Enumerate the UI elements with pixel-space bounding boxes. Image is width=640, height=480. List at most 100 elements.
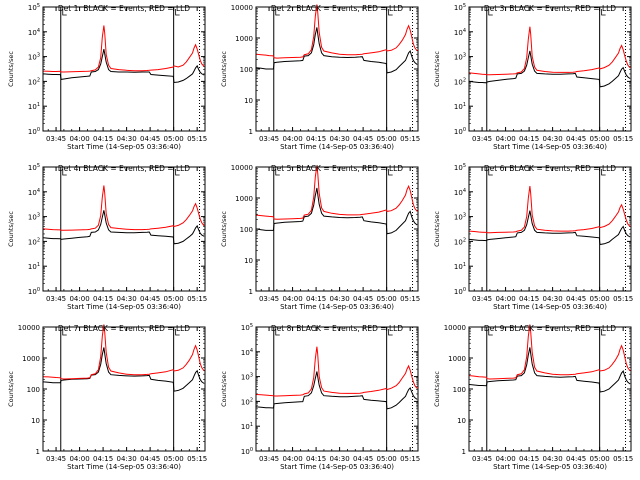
series-line-lld: [43, 324, 205, 380]
y-tick-label: 10000: [444, 324, 466, 332]
x-tick-label: 04:00: [495, 135, 515, 143]
x-tick-label: 04:30: [330, 455, 350, 463]
x-tick-label: 05:00: [164, 455, 184, 463]
x-tick-label: 05:00: [590, 295, 610, 303]
x-tick-label: 04:00: [495, 455, 515, 463]
y-tick-label: 102: [454, 237, 466, 246]
y-tick-label: 10: [457, 417, 466, 425]
x-tick-label: 04:30: [330, 135, 350, 143]
marker-flag-icon: [601, 169, 606, 176]
x-tick-label: 04:45: [566, 295, 586, 303]
x-tick-label: 04:45: [353, 135, 373, 143]
panel-title: Det 9: BLACK = Events, RED = LLD: [484, 324, 616, 333]
x-tick-label: 04:00: [282, 455, 302, 463]
y-tick-label: 104: [241, 348, 253, 357]
marker-flag-icon: [488, 329, 493, 336]
plot-frame: [255, 166, 419, 292]
series-line-lld: [256, 165, 418, 220]
y-axis-label: Counts/sec: [220, 371, 228, 407]
plot-frame: [468, 326, 632, 452]
series-line-lld: [469, 26, 631, 76]
x-tick-label: 05:15: [613, 455, 633, 463]
x-tick-label: 04:30: [543, 135, 563, 143]
marker-flag-icon: [275, 329, 280, 336]
x-tick-label: 05:15: [613, 295, 633, 303]
chart-panel-det-9: 03:45 04:00 04:15 04:30 04:45 05:00 05:15 1 10 10…: [433, 324, 633, 471]
x-tick-label: 04:15: [306, 295, 326, 303]
x-tick-label: 04:00: [69, 135, 89, 143]
x-tick-label: 04:00: [495, 295, 515, 303]
y-tick-label: 1000: [235, 35, 253, 43]
marker-flag-icon: [175, 329, 180, 336]
panel-title: Det 1: BLACK = Events, RED = LLD: [58, 4, 190, 13]
y-tick-label: 102: [28, 77, 40, 86]
panel-title: Det 3: BLACK = Events, RED = LLD: [484, 4, 616, 13]
marker-flag-icon: [601, 9, 606, 16]
y-tick-label: 1: [249, 288, 253, 296]
x-tick-label: 04:45: [353, 455, 373, 463]
x-tick-label: 04:30: [117, 295, 137, 303]
y-tick-label: 105: [241, 323, 253, 332]
x-tick-label: 03:45: [259, 295, 279, 303]
marker-flag-icon: [488, 9, 493, 16]
marker-flag-icon: [388, 9, 393, 16]
x-tick-label: 04:00: [282, 295, 302, 303]
y-tick-label: 10000: [18, 324, 40, 332]
y-tick-label: 103: [454, 213, 466, 222]
marker-flag-icon: [601, 329, 606, 336]
y-tick-label: 103: [454, 53, 466, 62]
y-axis-label: Counts/sec: [433, 51, 441, 87]
x-tick-label: 05:15: [400, 135, 420, 143]
x-tick-label: 04:15: [519, 295, 539, 303]
marker-flag-icon: [388, 329, 393, 336]
x-tick-label: 04:45: [353, 295, 373, 303]
x-tick-label: 05:15: [400, 295, 420, 303]
plot-frame: [468, 166, 632, 292]
x-tick-label: 04:30: [117, 455, 137, 463]
x-axis-label: Start Time (14-Sep-05 03:36:40): [493, 143, 607, 151]
y-tick-label: 103: [28, 53, 40, 62]
x-tick-label: 03:45: [46, 455, 66, 463]
x-tick-label: 04:30: [543, 295, 563, 303]
y-tick-label: 101: [454, 102, 466, 111]
x-tick-label: 04:30: [330, 295, 350, 303]
x-tick-label: 04:45: [566, 455, 586, 463]
y-tick-label: 1: [249, 128, 253, 136]
y-tick-label: 100: [28, 127, 40, 136]
x-tick-label: 03:45: [259, 455, 279, 463]
x-tick-label: 05:15: [613, 135, 633, 143]
x-tick-label: 05:15: [187, 295, 207, 303]
panel-title: Det 8: BLACK = Events, RED = LLD: [271, 324, 403, 333]
x-tick-label: 04:15: [93, 295, 113, 303]
y-tick-label: 102: [241, 397, 253, 406]
y-tick-label: 1000: [22, 355, 40, 363]
plot-frame: [255, 326, 419, 452]
x-axis-label: Start Time (14-Sep-05 03:36:40): [67, 303, 181, 311]
y-tick-label: 101: [28, 262, 40, 271]
x-tick-label: 03:45: [472, 455, 492, 463]
y-axis-label: Counts/sec: [220, 51, 228, 87]
plot-frame: [42, 6, 206, 132]
series-line-lld: [43, 185, 205, 231]
marker-flag-icon: [175, 169, 180, 176]
x-tick-label: 05:00: [377, 295, 397, 303]
chart-panel-det-6: 03:45 04:00 04:15 04:30 04:45 05:00 05:15 100 10…: [433, 163, 633, 311]
x-tick-label: 04:15: [519, 455, 539, 463]
panel-title: Det 7: BLACK = Events, RED = LLD: [58, 324, 190, 333]
y-tick-label: 103: [241, 373, 253, 382]
x-tick-label: 03:45: [46, 295, 66, 303]
plot-frame: [255, 6, 419, 132]
panel-title: Det 4: BLACK = Events, RED = LLD: [58, 164, 190, 173]
y-tick-label: 101: [241, 422, 253, 431]
series-line-lld: [256, 346, 418, 397]
series-line-lld: [43, 25, 205, 73]
chart-panel-det-1: 03:45 04:00 04:15 04:30 04:45 05:00 05:15 100 10…: [7, 3, 207, 151]
y-tick-label: 103: [28, 213, 40, 222]
x-tick-label: 05:15: [187, 455, 207, 463]
y-axis-label: Counts/sec: [7, 51, 15, 87]
x-tick-label: 03:45: [259, 135, 279, 143]
x-tick-label: 05:00: [590, 455, 610, 463]
y-axis-label: Counts/sec: [220, 211, 228, 247]
x-axis-label: Start Time (14-Sep-05 03:36:40): [280, 143, 394, 151]
series-line-events: [469, 210, 631, 246]
